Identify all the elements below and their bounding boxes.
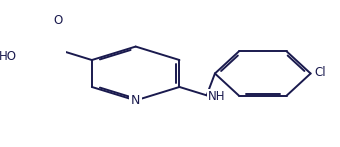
Text: HO: HO (0, 50, 17, 63)
Text: O: O (53, 14, 63, 27)
Text: N: N (131, 94, 140, 107)
Text: NH: NH (208, 90, 225, 103)
Text: Cl: Cl (314, 66, 325, 78)
